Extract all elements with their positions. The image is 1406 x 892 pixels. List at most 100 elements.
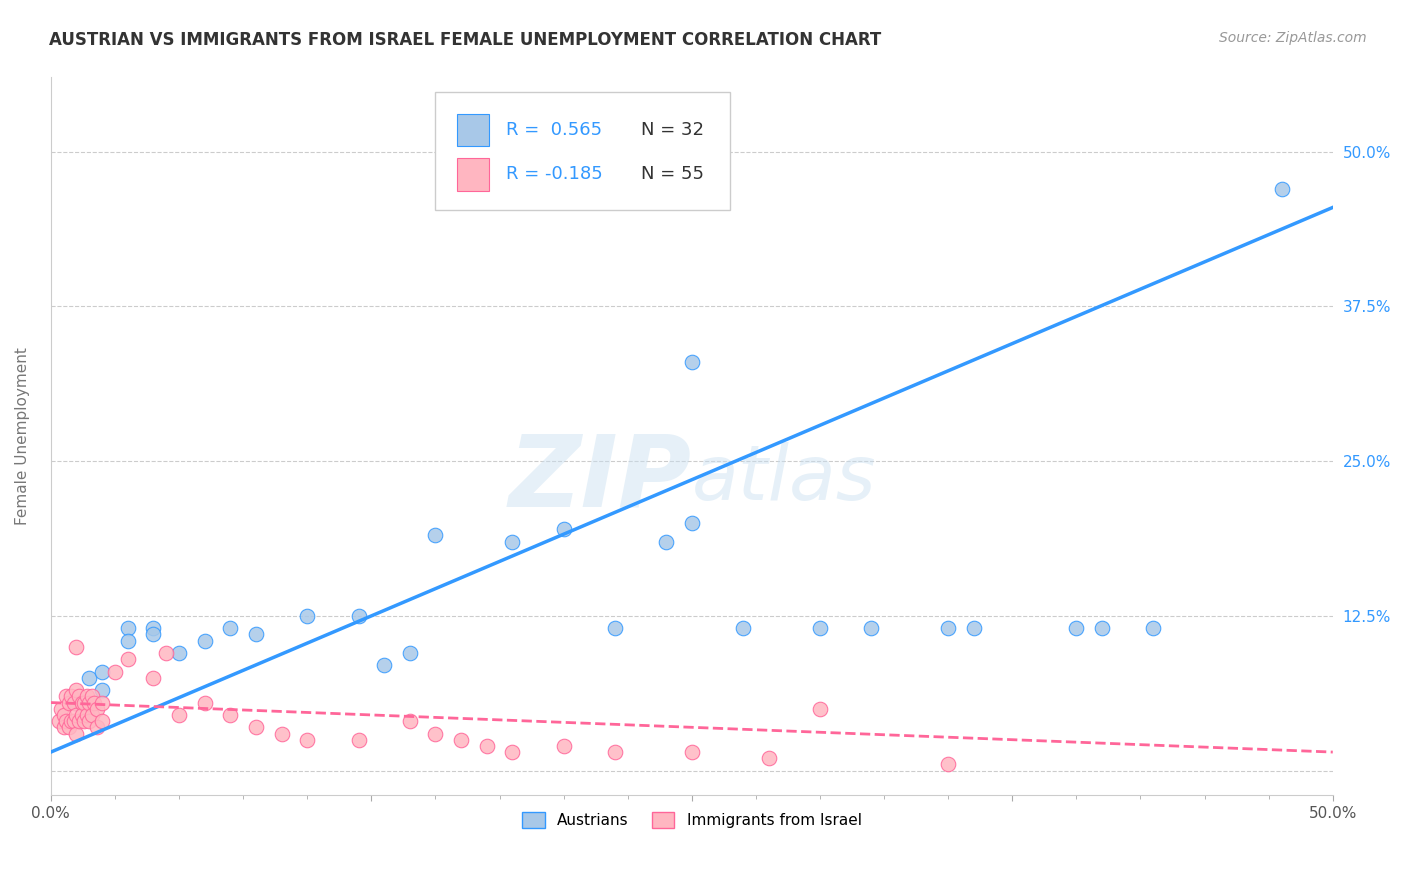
Point: [142, 671, 165, 685]
Point: [76, 707, 98, 722]
Point: [398, 714, 420, 728]
Point: [733, 621, 755, 635]
Point: [67, 690, 90, 704]
Point: [142, 627, 165, 641]
Point: [60, 714, 83, 728]
Point: [117, 621, 139, 635]
Point: [52, 720, 75, 734]
Point: [60, 690, 83, 704]
Point: [860, 621, 883, 635]
Point: [76, 690, 98, 704]
Point: [270, 726, 292, 740]
Point: [58, 720, 80, 734]
Point: [297, 732, 319, 747]
Point: [73, 696, 96, 710]
Point: [936, 757, 959, 772]
Point: [373, 658, 395, 673]
Point: [86, 720, 108, 734]
Point: [194, 696, 217, 710]
Point: [67, 714, 90, 728]
Point: [219, 621, 242, 635]
Point: [70, 696, 93, 710]
Point: [808, 702, 831, 716]
Point: [79, 714, 101, 728]
FancyBboxPatch shape: [436, 92, 730, 211]
Point: [79, 671, 101, 685]
Point: [70, 707, 93, 722]
Point: [65, 707, 87, 722]
Text: N = 55: N = 55: [641, 165, 703, 184]
Point: [65, 683, 87, 698]
Point: [79, 696, 101, 710]
Point: [91, 665, 114, 679]
Point: [83, 696, 105, 710]
Point: [219, 707, 242, 722]
Point: [245, 627, 267, 641]
Point: [52, 707, 75, 722]
Point: [91, 696, 114, 710]
Point: [553, 739, 575, 753]
Point: [1091, 621, 1114, 635]
Point: [681, 355, 703, 369]
Point: [450, 732, 472, 747]
Point: [63, 696, 86, 710]
Point: [167, 646, 190, 660]
Point: [425, 726, 447, 740]
Point: [65, 640, 87, 654]
Text: ZIP: ZIP: [509, 431, 692, 528]
Point: [501, 534, 523, 549]
Point: [65, 726, 87, 740]
Text: R =  0.565: R = 0.565: [506, 120, 602, 139]
Point: [347, 608, 370, 623]
Point: [194, 633, 217, 648]
Point: [86, 702, 108, 716]
Point: [758, 751, 780, 765]
Point: [63, 714, 86, 728]
Point: [55, 714, 77, 728]
FancyBboxPatch shape: [457, 158, 489, 191]
Point: [808, 621, 831, 635]
Point: [48, 714, 70, 728]
Text: R = -0.185: R = -0.185: [506, 165, 603, 184]
Text: Source: ZipAtlas.com: Source: ZipAtlas.com: [1219, 31, 1367, 45]
Point: [1142, 621, 1164, 635]
Point: [104, 665, 127, 679]
Text: N = 32: N = 32: [641, 120, 703, 139]
FancyBboxPatch shape: [457, 113, 489, 146]
Point: [55, 690, 77, 704]
Point: [963, 621, 986, 635]
Point: [91, 683, 114, 698]
Point: [425, 528, 447, 542]
Legend: Austrians, Immigrants from Israel: Austrians, Immigrants from Israel: [516, 806, 868, 834]
Point: [681, 745, 703, 759]
Point: [475, 739, 498, 753]
Point: [155, 646, 177, 660]
Point: [245, 720, 267, 734]
Point: [398, 646, 420, 660]
Point: [65, 696, 87, 710]
Point: [603, 621, 626, 635]
Point: [297, 608, 319, 623]
Point: [936, 621, 959, 635]
Point: [553, 522, 575, 536]
Point: [117, 652, 139, 666]
Point: [91, 714, 114, 728]
Point: [80, 690, 103, 704]
Point: [347, 732, 370, 747]
Point: [58, 696, 80, 710]
Text: AUSTRIAN VS IMMIGRANTS FROM ISRAEL FEMALE UNEMPLOYMENT CORRELATION CHART: AUSTRIAN VS IMMIGRANTS FROM ISRAEL FEMAL…: [49, 31, 882, 49]
Point: [73, 714, 96, 728]
Point: [655, 534, 678, 549]
Point: [1066, 621, 1088, 635]
Point: [142, 621, 165, 635]
Point: [1270, 182, 1292, 196]
Point: [681, 516, 703, 530]
Point: [603, 745, 626, 759]
Y-axis label: Female Unemployment: Female Unemployment: [15, 348, 30, 525]
Point: [501, 745, 523, 759]
Point: [80, 707, 103, 722]
Point: [117, 633, 139, 648]
Point: [49, 702, 72, 716]
Text: atlas: atlas: [692, 442, 876, 516]
Point: [167, 707, 190, 722]
